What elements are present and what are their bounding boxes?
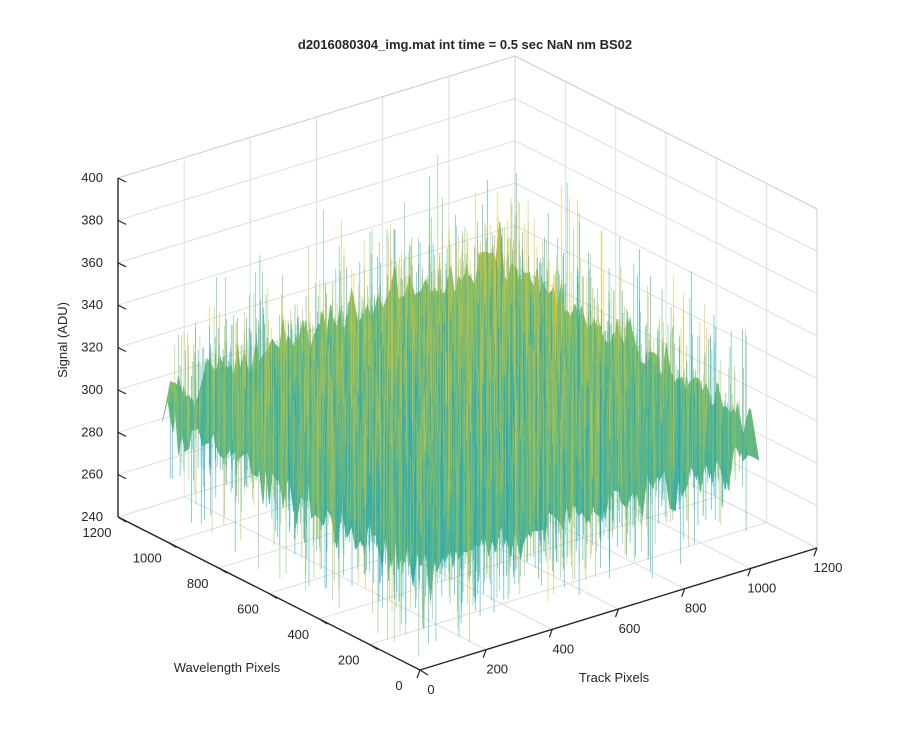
box-edge — [117, 55, 516, 179]
box-edge — [514, 55, 818, 210]
sidewall-gridline-z — [514, 140, 818, 295]
backwall-gridline-z — [117, 140, 516, 264]
backwall-gridline-z — [117, 182, 516, 306]
floor-gridline-y — [319, 496, 717, 620]
backwall-gridline-z — [117, 97, 516, 221]
surface-plot — [162, 154, 760, 657]
sidewall-gridline-z — [514, 225, 818, 379]
sidewall-gridline-z — [514, 182, 818, 337]
sidewall-gridline-z — [514, 97, 818, 252]
